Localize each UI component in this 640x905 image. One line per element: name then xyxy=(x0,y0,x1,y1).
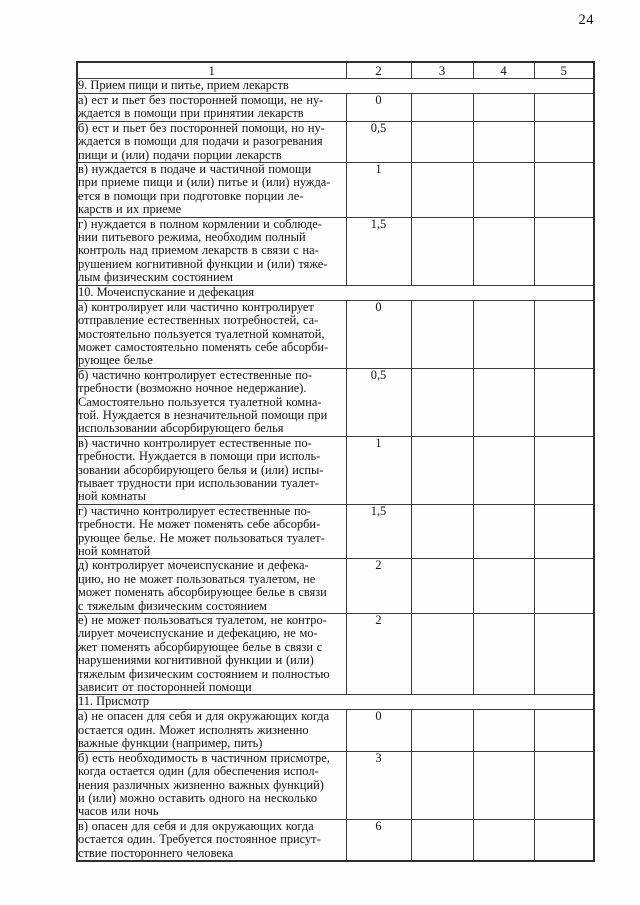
criterion-text: а) не опасен для себя и для окружающих к… xyxy=(76,709,347,752)
criterion-text: г) частично контролирует естественные по… xyxy=(76,503,347,560)
table-row: в) нуждается в подаче и частичной помощи… xyxy=(76,162,595,218)
table-row: е) не может пользоваться туалетом, не ко… xyxy=(76,613,595,696)
score-cell: 0 xyxy=(345,93,412,122)
table-body: 9. Прием пищи и питье, прием лекарств а) … xyxy=(76,78,595,862)
column-header: 1 xyxy=(76,61,347,79)
empty-cell xyxy=(410,503,474,560)
empty-cell xyxy=(410,93,474,122)
empty-cell xyxy=(472,709,535,752)
empty-cell xyxy=(410,613,474,696)
empty-cell xyxy=(410,750,474,820)
empty-cell xyxy=(472,162,535,218)
empty-cell xyxy=(533,162,595,218)
score-cell: 3 xyxy=(345,750,412,820)
empty-cell xyxy=(410,709,474,752)
empty-cell xyxy=(533,750,595,820)
page-number: 24 xyxy=(578,12,594,28)
section-title-row: 11. Присмотр xyxy=(76,694,595,711)
criterion-text: б) ест и пьет без посторонней помощи, но… xyxy=(76,120,347,164)
score-cell: 2 xyxy=(345,558,412,615)
empty-cell xyxy=(533,299,595,369)
empty-cell xyxy=(472,750,535,820)
empty-cell xyxy=(472,216,535,286)
column-header: 4 xyxy=(472,61,535,79)
empty-cell xyxy=(472,613,535,696)
criterion-text: в) нуждается в подаче и частичной помощи… xyxy=(76,162,347,218)
criterion-text: а) ест и пьет без посторонней помощи, не… xyxy=(76,93,347,122)
table-row: д) контролирует мочеиспускание и дефека-… xyxy=(76,558,595,615)
table-row: в) частично контролирует естественные по… xyxy=(76,435,595,505)
section-title: 10. Мочеиспускание и дефекация xyxy=(76,284,595,301)
table-row: а) ест и пьет без посторонней помощи, не… xyxy=(76,93,595,122)
empty-cell xyxy=(472,503,535,560)
criterion-text: б) частично контролирует естественные по… xyxy=(76,367,347,437)
empty-cell xyxy=(533,216,595,286)
empty-cell xyxy=(533,435,595,505)
criterion-text: в) частично контролирует естественные по… xyxy=(76,435,347,505)
criterion-text: в) опасен для себя и для окружающих когд… xyxy=(76,818,347,862)
section-title: 11. Присмотр xyxy=(76,694,595,711)
score-cell: 1 xyxy=(345,435,412,505)
score-cell: 0,5 xyxy=(345,367,412,437)
table-row: а) контролирует или частично контролируе… xyxy=(76,299,595,369)
criterion-text: д) контролирует мочеиспускание и дефека-… xyxy=(76,558,347,615)
table-row: в) опасен для себя и для окружающих когд… xyxy=(76,818,595,862)
empty-cell xyxy=(533,93,595,122)
column-header: 5 xyxy=(533,61,595,79)
section-title: 9. Прием пищи и питье, прием лекарств xyxy=(76,78,595,94)
empty-cell xyxy=(410,818,474,862)
table-row: г) частично контролирует естественные по… xyxy=(76,503,595,560)
table-row: б) ест и пьет без посторонней помощи, но… xyxy=(76,120,595,164)
empty-cell xyxy=(533,120,595,164)
score-cell: 0,5 xyxy=(345,120,412,164)
empty-cell xyxy=(472,93,535,122)
empty-cell xyxy=(410,299,474,369)
table-row: г) нуждается в полном кормлении и соблюд… xyxy=(76,216,595,286)
score-cell: 1 xyxy=(345,162,412,218)
criterion-text: г) нуждается в полном кормлении и соблюд… xyxy=(76,216,347,286)
empty-cell xyxy=(533,709,595,752)
empty-cell xyxy=(472,558,535,615)
score-cell: 1,5 xyxy=(345,503,412,560)
table-row: а) не опасен для себя и для окружающих к… xyxy=(76,709,595,752)
score-cell: 0 xyxy=(345,299,412,369)
score-cell: 1,5 xyxy=(345,216,412,286)
table-row: б) есть необходимость в частичном присмо… xyxy=(76,750,595,820)
empty-cell xyxy=(533,503,595,560)
column-header: 3 xyxy=(410,61,474,79)
empty-cell xyxy=(472,367,535,437)
empty-cell xyxy=(472,818,535,862)
section-title-row: 9. Прием пищи и питье, прием лекарств xyxy=(76,78,595,94)
section-title-row: 10. Мочеиспускание и дефекация xyxy=(76,284,595,301)
empty-cell xyxy=(410,367,474,437)
empty-cell xyxy=(533,613,595,696)
empty-cell xyxy=(410,216,474,286)
empty-cell xyxy=(533,558,595,615)
criterion-text: е) не может пользоваться туалетом, не ко… xyxy=(76,613,347,696)
empty-cell xyxy=(410,558,474,615)
empty-cell xyxy=(472,120,535,164)
empty-cell xyxy=(410,162,474,218)
empty-cell xyxy=(472,299,535,369)
criterion-text: а) контролирует или частично контролируе… xyxy=(76,299,347,369)
criterion-text: б) есть необходимость в частичном присмо… xyxy=(76,750,347,820)
score-cell: 0 xyxy=(345,709,412,752)
empty-cell xyxy=(472,435,535,505)
score-cell: 6 xyxy=(345,818,412,862)
empty-cell xyxy=(533,818,595,862)
empty-cell xyxy=(410,435,474,505)
empty-cell xyxy=(533,367,595,437)
column-header: 2 xyxy=(345,61,412,79)
score-cell: 2 xyxy=(345,613,412,696)
table-row: б) частично контролирует естественные по… xyxy=(76,367,595,437)
empty-cell xyxy=(410,120,474,164)
